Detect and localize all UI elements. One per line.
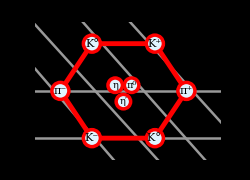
Text: η′: η′ [119, 97, 128, 106]
Circle shape [146, 130, 164, 147]
Text: π⁺: π⁺ [180, 86, 193, 96]
Circle shape [108, 78, 122, 93]
Circle shape [146, 35, 164, 52]
Text: π⁻: π⁻ [54, 86, 67, 96]
Circle shape [84, 130, 100, 147]
Circle shape [116, 94, 131, 109]
Text: ̅K°: ̅K° [148, 133, 162, 143]
Circle shape [178, 82, 195, 99]
Circle shape [52, 82, 69, 99]
Text: η: η [112, 81, 118, 90]
Circle shape [124, 78, 139, 93]
Circle shape [84, 35, 100, 52]
Text: π⁰: π⁰ [126, 81, 137, 90]
Text: K⁺: K⁺ [148, 39, 162, 49]
Text: K⁻: K⁻ [85, 133, 99, 143]
Text: K°: K° [85, 39, 99, 49]
